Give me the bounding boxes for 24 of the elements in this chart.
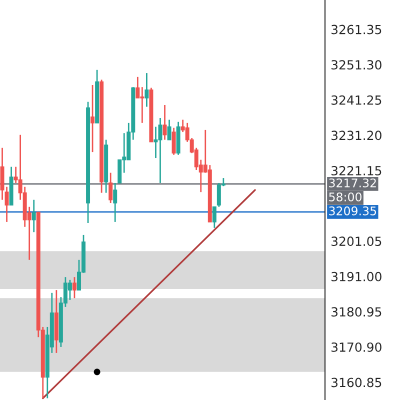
y-tick-label: 3221.15	[332, 166, 382, 176]
candlestick	[68, 279, 72, 301]
candlestick	[162, 104, 167, 140]
y-tick-label: 3241.25	[332, 95, 382, 105]
ref-line-label: 3209.35	[329, 206, 376, 216]
y-tick-label: 3231.20	[332, 130, 382, 140]
text: 58:00	[329, 192, 362, 202]
candlestick	[154, 126, 158, 159]
candlestick	[90, 84, 95, 153]
candlestick	[136, 76, 140, 99]
y-tick-label: 3261.35	[332, 24, 382, 34]
y-tick-label: 3160.85	[332, 378, 382, 388]
y-tick-label: 3251.30	[332, 60, 382, 70]
candlestick	[172, 127, 176, 156]
candlestick	[167, 119, 172, 140]
y-tick-label: 3180.95	[332, 307, 382, 317]
ref-line-label: 3217.32	[329, 178, 376, 188]
y-tick-label: 3201.05	[332, 236, 382, 246]
candlestick	[144, 72, 149, 108]
y-tick-label: 3191.00	[332, 272, 382, 282]
candlestick	[72, 276, 76, 299]
candlestick	[32, 199, 36, 233]
y-tick-label: 3170.90	[332, 342, 382, 352]
candlestick	[108, 172, 113, 204]
